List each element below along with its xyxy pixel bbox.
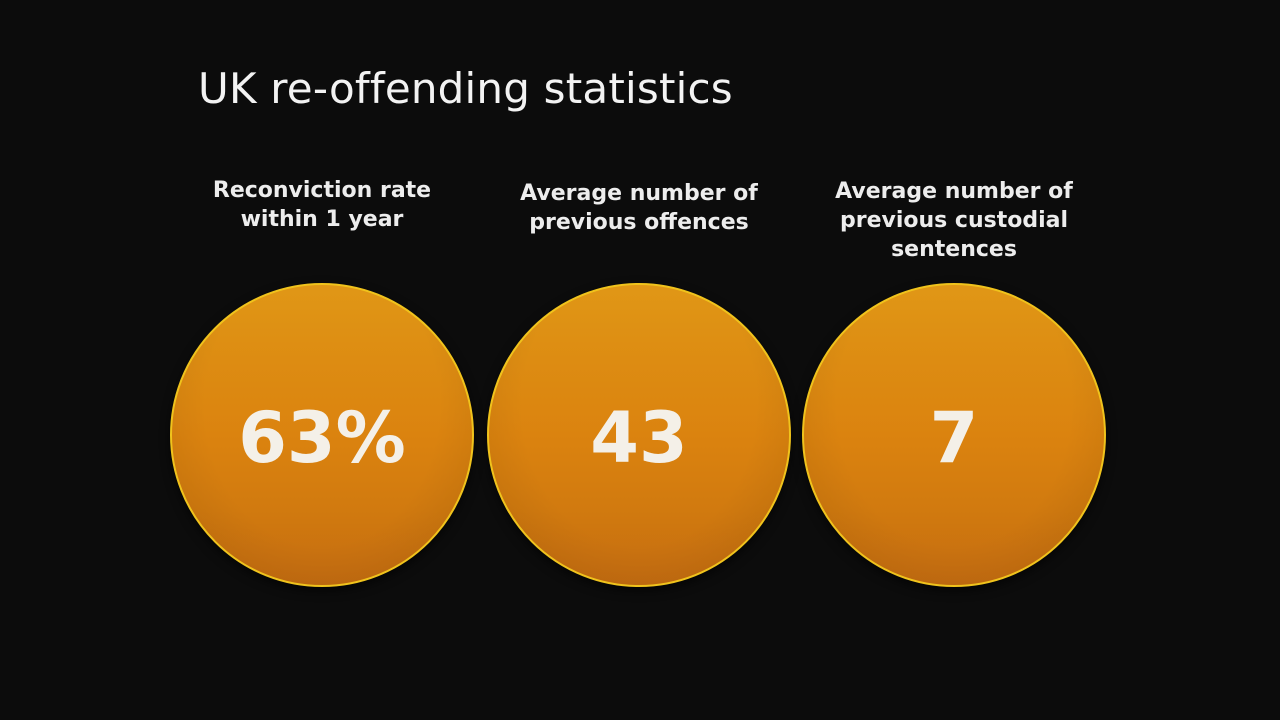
- stat-value: 7: [929, 397, 979, 479]
- stat-previous-offences: Average number of previous offences 43: [487, 0, 791, 720]
- stat-value: 63%: [238, 397, 406, 479]
- stat-label: Average number of previous offences: [520, 181, 758, 235]
- stat-label: Reconviction rate within 1 year: [212, 178, 432, 232]
- stat-circle: 43: [487, 283, 791, 587]
- stat-value: 43: [590, 397, 688, 479]
- slide-title: UK re-offending statistics: [198, 64, 733, 113]
- stat-previous-custodial-sentences: Average number of previous custodial sen…: [802, 0, 1106, 720]
- stat-circle: 7: [802, 283, 1106, 587]
- stat-label: Average number of previous custodial sen…: [835, 179, 1073, 262]
- stat-circle: 63%: [170, 283, 474, 587]
- stat-reconviction-rate: Reconviction rate within 1 year 63%: [170, 0, 474, 720]
